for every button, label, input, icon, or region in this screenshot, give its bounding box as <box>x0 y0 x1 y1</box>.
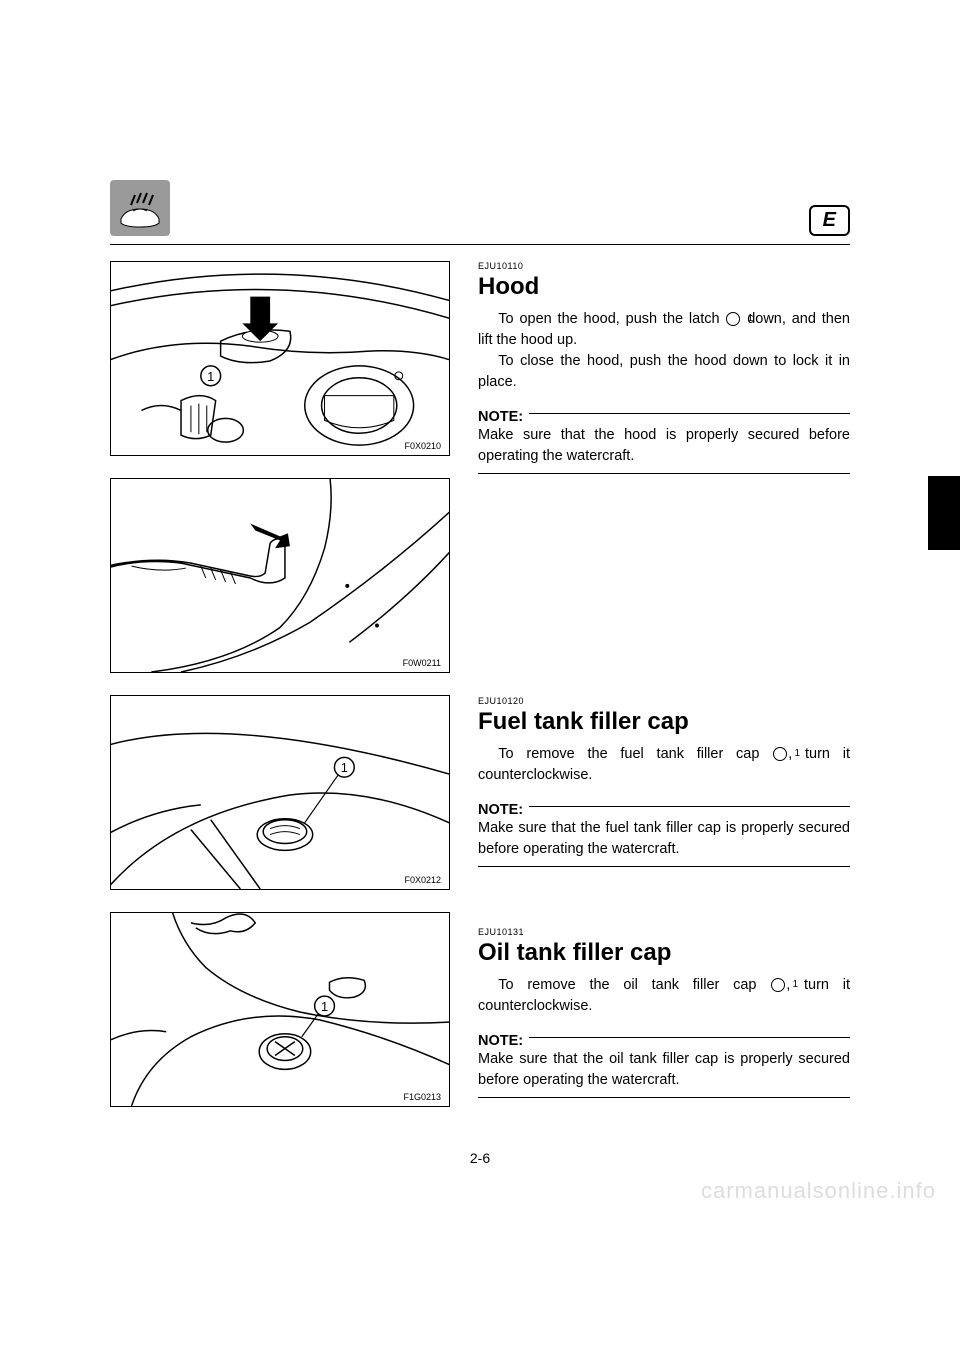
section-title: Hood <box>478 273 850 301</box>
note-label: NOTE: <box>478 1033 523 1049</box>
text-fragment: To open the hood, push the latch <box>498 311 725 327</box>
note-text: Make sure that the hood is properly secu… <box>478 425 850 467</box>
reference-code: EJU10131 <box>478 927 850 937</box>
section-end-rule <box>478 866 850 867</box>
reference-code: EJU10120 <box>478 696 850 706</box>
chapter-icon <box>110 180 170 236</box>
section-hood: EJU10110 Hood To open the hood, push the… <box>478 261 850 474</box>
body-text: To remove the fuel tank filler cap 1, tu… <box>478 744 850 786</box>
svg-text:1: 1 <box>207 369 214 384</box>
note-rule <box>529 1037 850 1038</box>
content-area: 1 F0X0210 <box>110 261 850 1110</box>
reference-code: EJU10110 <box>478 261 850 271</box>
manual-page: E <box>0 0 960 1226</box>
note-text: Make sure that the oil tank filler cap i… <box>478 1049 850 1091</box>
callout-marker: 1 <box>726 312 740 326</box>
note-text: Make sure that the fuel tank filler cap … <box>478 818 850 860</box>
figure-hood-close: F0W0211 <box>110 478 450 673</box>
figure-code: F0W0211 <box>403 658 441 668</box>
note-rule <box>529 806 850 807</box>
watermark: carmanualsonline.info <box>701 1178 936 1204</box>
figures-column: 1 F0X0210 <box>110 261 450 1110</box>
text-fragment: To remove the fuel tank filler cap <box>498 746 772 762</box>
language-badge: E <box>809 205 850 236</box>
text-column: EJU10110 Hood To open the hood, push the… <box>478 261 850 1110</box>
text-fragment: To remove the oil tank filler cap <box>498 977 770 993</box>
svg-text:1: 1 <box>321 999 328 1014</box>
note-header: NOTE: <box>478 401 850 425</box>
note-header: NOTE: <box>478 1025 850 1049</box>
section-tab <box>928 476 960 550</box>
figure-code: F0X0210 <box>404 441 441 451</box>
spacer <box>478 486 850 696</box>
page-header: E <box>110 180 850 236</box>
figure-code: F0X0212 <box>404 875 441 885</box>
callout-marker: 1 <box>773 747 787 761</box>
figure-fuel-cap: 1 F0X0212 <box>110 695 450 890</box>
body-text: To remove the oil tank filler cap 1, tur… <box>478 975 850 1017</box>
paragraph: To close the hood, push the hood down to… <box>478 351 850 393</box>
section-end-rule <box>478 473 850 474</box>
note-header: NOTE: <box>478 794 850 818</box>
section-title: Oil tank filler cap <box>478 939 850 967</box>
header-divider <box>110 244 850 245</box>
section-fuel-cap: EJU10120 Fuel tank filler cap To remove … <box>478 696 850 867</box>
note-label: NOTE: <box>478 802 523 818</box>
figure-code: F1G0213 <box>403 1092 441 1102</box>
figure-oil-cap: 1 F1G0213 <box>110 912 450 1107</box>
note-label: NOTE: <box>478 409 523 425</box>
spacer <box>478 879 850 927</box>
body-text: To open the hood, push the latch 1 down,… <box>478 309 850 393</box>
callout-marker: 1 <box>771 978 785 992</box>
svg-text:1: 1 <box>341 760 348 775</box>
note-rule <box>529 413 850 414</box>
section-end-rule <box>478 1097 850 1098</box>
section-title: Fuel tank filler cap <box>478 708 850 736</box>
page-number: 2-6 <box>110 1150 850 1166</box>
section-oil-cap: EJU10131 Oil tank filler cap To remove t… <box>478 927 850 1098</box>
figure-hood-latch: 1 F0X0210 <box>110 261 450 456</box>
